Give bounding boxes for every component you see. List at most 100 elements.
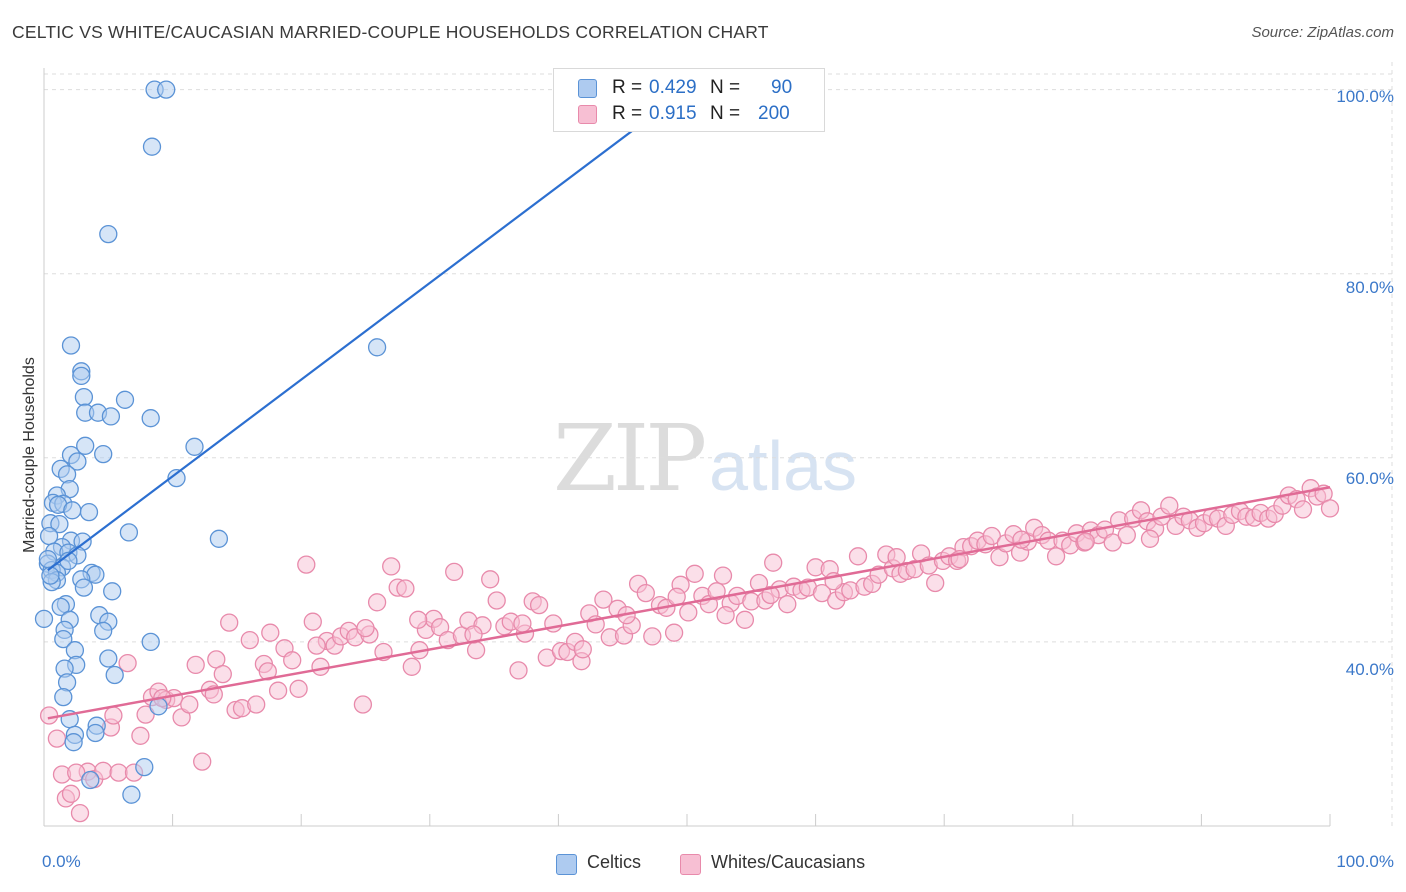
celtics-point <box>54 629 73 649</box>
whites-point <box>513 614 532 633</box>
celtics-trend-line <box>47 88 688 571</box>
whites-point <box>402 657 421 676</box>
celtics-points-layer <box>34 80 387 804</box>
whites-point <box>573 640 592 659</box>
whites-point <box>464 625 483 644</box>
celtics-swatch <box>578 79 597 98</box>
whites-point <box>636 583 655 603</box>
celtics-legend-swatch <box>556 854 577 875</box>
n-label: N = <box>710 103 741 124</box>
whites-point <box>136 705 155 724</box>
whites-point <box>186 655 205 675</box>
whites-point <box>409 610 428 629</box>
celtics-point <box>54 687 73 707</box>
n-label: N = <box>710 77 741 98</box>
whites-point <box>247 695 266 714</box>
celtics-point <box>79 502 99 522</box>
whites-legend-label: Whites/Caucasians <box>711 852 866 872</box>
axis-layer <box>43 68 1331 827</box>
whites-point <box>735 610 755 629</box>
whites-point <box>47 729 67 748</box>
whites-point <box>509 661 528 680</box>
whites-point <box>118 653 137 673</box>
whites-point <box>67 763 86 782</box>
whites-point <box>1117 525 1136 545</box>
celtics-point <box>50 514 69 534</box>
whites-point <box>261 623 280 642</box>
whites-point <box>982 526 1001 546</box>
whites-point <box>761 585 780 605</box>
trend-layer <box>47 88 1331 720</box>
chart-title: CELTIC VS WHITE/CAUCASIAN MARRIED-COUPLE… <box>12 22 769 42</box>
whites-point <box>1320 499 1340 518</box>
whites-point <box>778 595 797 614</box>
whites-point <box>848 547 868 566</box>
celtics-point <box>157 80 176 99</box>
whites-points-layer <box>39 479 1340 823</box>
whites-point <box>382 557 401 576</box>
celtics-point <box>64 733 83 752</box>
whites-point <box>594 590 613 609</box>
whites-point <box>481 570 500 589</box>
whites-legend-swatch <box>680 854 701 875</box>
whites-point <box>685 564 704 583</box>
whites-point <box>39 706 59 725</box>
stats-legend-row-whites: R = 0.915 N = 200 <box>554 101 824 127</box>
whites-point <box>812 583 832 603</box>
whites-point <box>131 726 150 745</box>
whites-point <box>1293 500 1313 519</box>
whites-trend-line <box>47 486 1331 720</box>
r-value: 0.429 <box>649 77 697 98</box>
celtics-point <box>185 437 204 456</box>
whites-point <box>764 553 783 572</box>
whites-point <box>679 603 698 622</box>
whites-swatch <box>578 105 597 124</box>
n-value: 90 <box>771 77 793 98</box>
whites-point <box>1076 532 1095 551</box>
celtics-point <box>86 723 105 743</box>
whites-point <box>664 623 684 642</box>
celtics-point <box>103 582 122 601</box>
whites-point <box>716 606 735 625</box>
celtics-point <box>115 390 135 409</box>
celtics-point <box>122 785 141 804</box>
celtics-point <box>72 366 91 386</box>
whites-point <box>713 566 733 585</box>
celtics-point <box>99 649 118 668</box>
whites-point <box>643 627 662 646</box>
whites-point <box>707 582 726 601</box>
watermark-zip: ZIP <box>553 405 707 512</box>
whites-point <box>487 591 506 610</box>
celtics-point <box>34 609 54 629</box>
celtics-point <box>74 387 94 407</box>
y-tick-label-80: 80.0% <box>1345 278 1394 297</box>
whites-point <box>1160 496 1179 515</box>
celtics-point <box>141 632 160 652</box>
celtics-point <box>142 137 162 156</box>
whites-point <box>180 695 199 714</box>
celtics-point <box>68 452 87 471</box>
n-value: 200 <box>758 103 790 124</box>
y-tick-label-40: 40.0% <box>1345 660 1394 679</box>
whites-point <box>749 573 769 593</box>
stats-legend: R = 0.429 N = 90 R = 0.915 N = 200 <box>553 68 825 132</box>
source-label: Source: ZipAtlas.com <box>1251 24 1394 41</box>
whites-point <box>303 612 322 631</box>
whites-point <box>268 681 288 700</box>
whites-point <box>297 555 316 574</box>
whites-point <box>466 641 486 660</box>
whites-point <box>529 595 549 615</box>
whites-point <box>240 630 259 650</box>
whites-point <box>61 784 81 803</box>
whites-point <box>1046 547 1066 566</box>
whites-point <box>367 593 387 612</box>
celtics-legend-label: Celtics <box>587 852 642 872</box>
x-tick-label-100: 100.0% <box>1336 852 1394 871</box>
whites-point <box>104 706 123 725</box>
x-tick-label-0: 0.0% <box>42 852 81 871</box>
whites-point <box>193 752 212 771</box>
whites-point <box>307 636 326 655</box>
celtics-point <box>99 224 118 244</box>
r-value: 0.915 <box>649 103 697 124</box>
